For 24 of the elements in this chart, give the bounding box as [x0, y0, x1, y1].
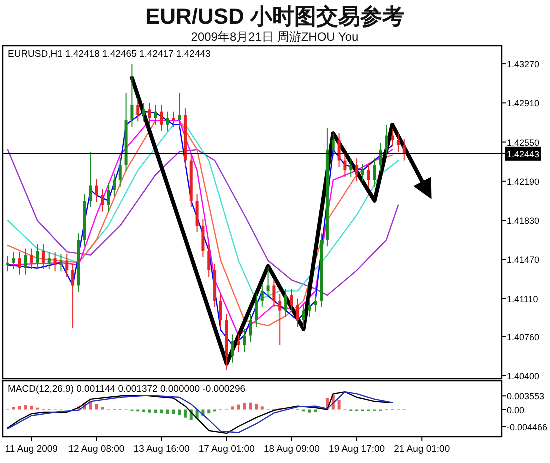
x-tick-label: 21 Aug 01:00: [394, 444, 450, 455]
y-tick-label: -0.004466: [507, 422, 548, 432]
y-tick-label: 0.00: [507, 405, 525, 416]
x-tick-label: 12 Aug 08:00: [68, 444, 125, 455]
x-tick-label: 19 Aug 17:00: [329, 444, 386, 455]
y-tick-label: 0.003553: [507, 392, 545, 402]
y-tick-label: 1.41830: [507, 216, 540, 226]
annotation: EURUSD,H1 1.42418 1.42465 1.42417 1.42443: [8, 49, 211, 60]
y-tick-label: 1.42550: [507, 138, 540, 148]
ref-line-label: 1.42443: [507, 149, 540, 160]
y-tick-label: 1.41470: [507, 255, 540, 266]
y-tick-label: 1.41110: [507, 294, 538, 304]
y-tick-label: 1.40400: [507, 371, 540, 382]
annotation: MACD(12,26,9) 0.001144 0.001372 0.000000 -0.000296: [8, 384, 246, 395]
x-tick-label: 11 Aug 2009: [5, 444, 58, 455]
y-tick-label: 1.42190: [507, 176, 540, 187]
chart-title: EUR/USD 小时图交易参考: [145, 4, 405, 29]
y-tick-label: 1.43270: [507, 60, 540, 70]
x-tick-label: 13 Aug 16:00: [134, 444, 190, 455]
y-tick-label: 1.40760: [507, 332, 540, 342]
chart-subtitle: 2009年8月21日 周游ZHOU You: [191, 30, 359, 44]
y-tick-label: 1.42910: [507, 98, 540, 109]
x-tick-label: 18 Aug 09:00: [264, 444, 320, 455]
x-tick-label: 17 Aug 01:00: [198, 444, 255, 455]
